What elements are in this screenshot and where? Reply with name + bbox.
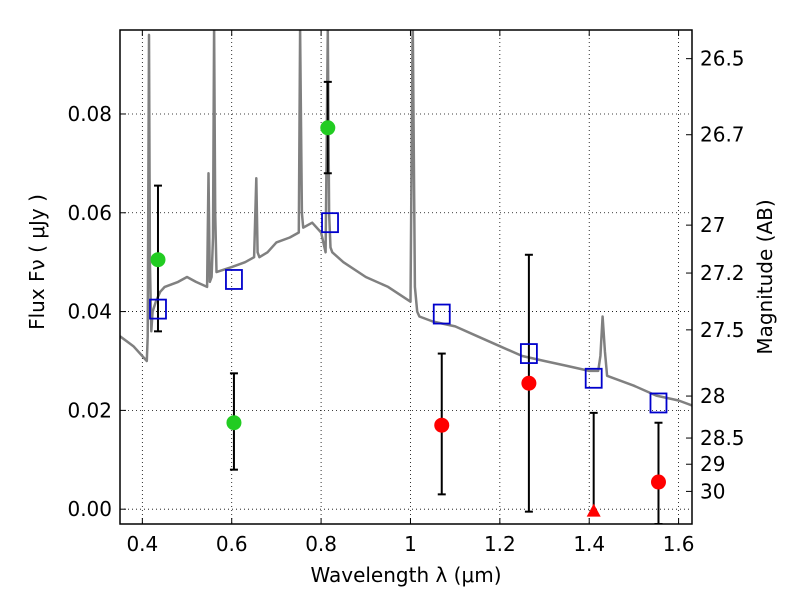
x-tick-label: 0.6	[216, 532, 248, 556]
right-tick-label: 28.5	[700, 426, 745, 450]
right-tick-label: 27.2	[700, 261, 745, 285]
y-tick-label: 0.06	[67, 201, 112, 225]
model-flux-box	[149, 298, 167, 320]
right-tick-label: 26.7	[700, 123, 745, 147]
y-axis-label: Flux Fν ( μJy )	[25, 194, 49, 330]
marker-layer	[149, 120, 668, 517]
red-detection-point	[521, 375, 537, 391]
y-tick-label: 0.08	[67, 102, 112, 126]
x-tick-label: 0.8	[305, 532, 337, 556]
model-flux-box	[225, 269, 243, 290]
right-tick-label: 27.5	[700, 318, 745, 342]
model-flux-box	[432, 303, 451, 325]
x-tick-label: 1.6	[663, 532, 695, 556]
red-detection-point	[650, 474, 666, 490]
upper-limit-marker	[586, 503, 601, 517]
model-flux-box	[519, 343, 538, 364]
plot-frame	[119, 29, 693, 525]
right-tick-label: 29	[700, 452, 725, 476]
right-tick-label: 30	[700, 479, 725, 503]
x-axis-label: Wavelength λ (μm)	[310, 563, 501, 587]
model-flux-box	[649, 392, 668, 414]
y-tick-label: 0.04	[67, 300, 112, 324]
right-axis-label: Magnitude (AB)	[753, 199, 777, 354]
x-tick-label: 0.4	[126, 532, 158, 556]
x-tick-label: 1.4	[573, 532, 605, 556]
grid-layer	[120, 30, 692, 524]
model-flux-box	[584, 367, 603, 389]
red-detection-point	[434, 417, 450, 433]
green-detection-point	[320, 120, 336, 136]
x-tick-label: 1	[404, 532, 417, 556]
model-flux-box	[321, 212, 339, 234]
x-tick-label: 1.2	[484, 532, 516, 556]
y-tick-label: 0.02	[67, 398, 112, 422]
y-tick-label: 0.00	[67, 497, 112, 521]
spectrum-line	[120, 30, 692, 407]
green-detection-point	[226, 415, 242, 431]
spectrum-layer	[120, 30, 692, 407]
green-detection-point	[150, 252, 166, 268]
right-tick-label: 26.5	[700, 47, 745, 71]
errorbar-layer	[153, 80, 663, 524]
right-tick-label: 28	[700, 384, 725, 408]
right-tick-label: 27	[700, 213, 725, 237]
tick-layer: 0.4 0.6 0.8 1 1.2 1.4 1.6 0.00 0.02 0.04 0.06 0.08 2…	[67, 30, 745, 556]
